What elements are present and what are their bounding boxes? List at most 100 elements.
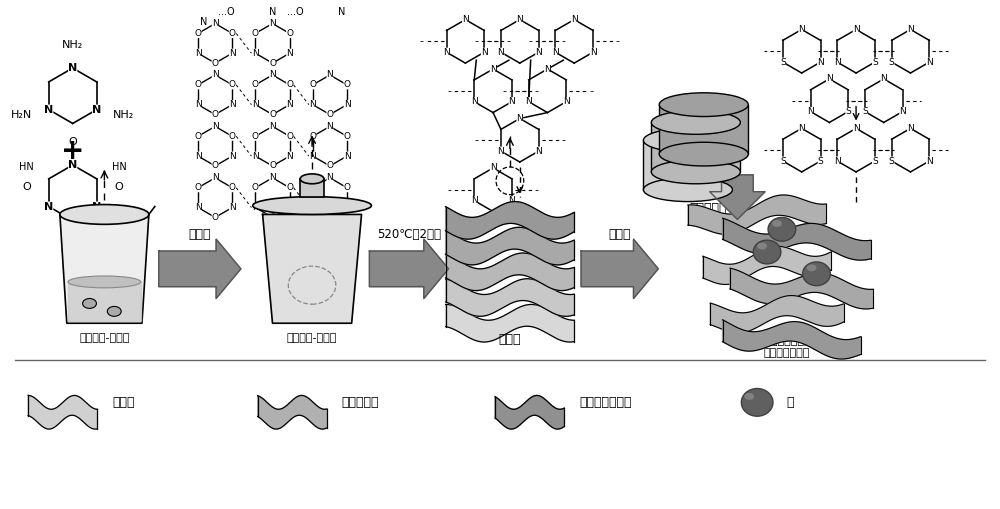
Text: N: N: [516, 114, 523, 123]
Text: N: N: [516, 15, 523, 24]
Text: -: -: [420, 36, 424, 46]
Text: -: -: [529, 36, 533, 46]
Text: N: N: [68, 63, 77, 73]
Text: 还原氧化石墨烯: 还原氧化石墨烯: [764, 348, 810, 358]
Text: N: N: [344, 203, 350, 212]
Text: N: N: [344, 152, 350, 160]
Text: N: N: [92, 202, 101, 212]
Text: O: O: [309, 80, 316, 90]
Text: 氮化碳: 氮化碳: [112, 396, 135, 409]
Bar: [659, 105, 748, 154]
Text: N: N: [269, 19, 276, 28]
Text: N: N: [338, 7, 345, 17]
Bar: [651, 123, 740, 172]
Text: N: N: [269, 70, 276, 79]
Ellipse shape: [253, 196, 371, 214]
Text: O: O: [212, 213, 219, 222]
Polygon shape: [446, 253, 574, 291]
Text: -: -: [616, 36, 620, 46]
Text: N: N: [834, 58, 841, 67]
Text: N: N: [269, 174, 276, 182]
Text: N: N: [269, 122, 276, 131]
Text: N: N: [269, 7, 276, 17]
Text: N: N: [229, 203, 236, 212]
Text: ...O: ...O: [287, 7, 304, 17]
Text: N: N: [92, 104, 101, 115]
Text: S: S: [889, 58, 895, 67]
Text: 溶剂热: 溶剂热: [608, 228, 631, 241]
Text: -: -: [561, 135, 565, 145]
Text: -: -: [507, 36, 511, 46]
Text: O: O: [286, 132, 293, 141]
Text: N: N: [471, 196, 478, 205]
Polygon shape: [581, 239, 658, 298]
Text: N: N: [327, 70, 333, 79]
Polygon shape: [723, 218, 871, 260]
Text: N: N: [509, 97, 515, 106]
Text: N: N: [327, 122, 333, 131]
Polygon shape: [723, 320, 861, 359]
Polygon shape: [495, 395, 564, 429]
Polygon shape: [369, 239, 449, 298]
Text: O: O: [286, 80, 293, 90]
Ellipse shape: [744, 393, 754, 400]
Text: O: O: [286, 29, 293, 38]
Text: O: O: [212, 59, 219, 68]
Text: N: N: [286, 49, 293, 58]
Text: N: N: [286, 152, 293, 160]
Polygon shape: [159, 239, 241, 298]
Text: -: -: [502, 86, 506, 96]
Text: N: N: [899, 107, 906, 116]
Text: NH₂: NH₂: [113, 109, 134, 120]
Bar: [300, 179, 324, 196]
Ellipse shape: [651, 160, 740, 184]
Text: S: S: [862, 107, 868, 116]
Text: O: O: [229, 183, 236, 192]
Text: O: O: [212, 110, 219, 119]
Text: O: O: [286, 183, 293, 192]
Text: N: N: [544, 65, 551, 73]
Text: N: N: [286, 100, 293, 109]
Text: O: O: [22, 182, 31, 192]
Text: O: O: [212, 161, 219, 171]
Ellipse shape: [643, 128, 732, 152]
Text: O: O: [252, 132, 259, 141]
Text: N: N: [853, 25, 859, 34]
Text: N: N: [471, 97, 478, 106]
Text: N: N: [195, 203, 201, 212]
Ellipse shape: [83, 298, 96, 308]
Text: N: N: [252, 203, 259, 212]
Text: NH: NH: [65, 236, 80, 246]
Text: N: N: [252, 100, 259, 109]
Text: O: O: [229, 80, 236, 90]
Ellipse shape: [659, 93, 748, 117]
Polygon shape: [730, 268, 873, 309]
Polygon shape: [688, 195, 826, 235]
Text: N: N: [195, 152, 201, 160]
Text: N: N: [212, 70, 219, 79]
Text: N: N: [462, 15, 469, 24]
Text: N: N: [252, 49, 259, 58]
Text: N: N: [481, 48, 488, 56]
Text: N: N: [926, 58, 933, 67]
Polygon shape: [703, 246, 831, 285]
Text: N: N: [200, 17, 207, 26]
Text: O: O: [344, 80, 351, 90]
Text: N: N: [535, 147, 542, 156]
Ellipse shape: [807, 264, 817, 271]
Text: -: -: [474, 135, 478, 145]
Text: -: -: [448, 185, 452, 195]
Text: 自组装: 自组装: [188, 228, 211, 241]
Text: N: N: [571, 15, 578, 24]
Text: ...O: ...O: [218, 7, 235, 17]
Polygon shape: [446, 279, 574, 316]
Text: +: +: [61, 137, 84, 165]
Text: O: O: [195, 80, 202, 90]
Polygon shape: [446, 304, 574, 342]
Text: O: O: [326, 161, 333, 171]
Ellipse shape: [741, 388, 773, 416]
Text: N: N: [834, 157, 841, 165]
Polygon shape: [258, 395, 327, 429]
Ellipse shape: [651, 110, 740, 134]
Ellipse shape: [768, 217, 796, 241]
